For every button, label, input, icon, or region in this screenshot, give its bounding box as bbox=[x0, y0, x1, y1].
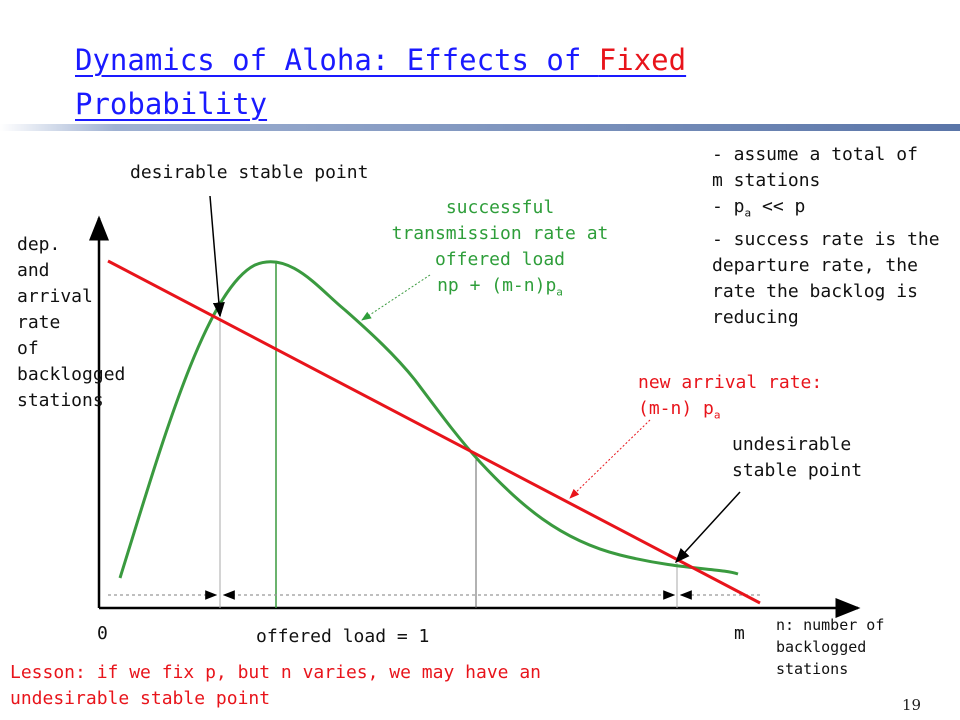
x-axis-label: n: number of backlogged stations bbox=[776, 616, 885, 678]
undesirable-point-arrow bbox=[674, 491, 741, 564]
y-axis-label: dep. and arrival rate of backlogged stat… bbox=[17, 234, 126, 411]
success-rate-label: successful transmission rate at offered … bbox=[391, 197, 609, 299]
m-label: m bbox=[734, 623, 745, 644]
arrival-label-arrow bbox=[569, 419, 651, 499]
offered-load-label: offered load = 1 bbox=[256, 626, 430, 647]
desirable-point-label: desirable stable point bbox=[130, 162, 369, 183]
arrival-rate-line bbox=[107, 259, 761, 605]
assumptions-text: - assume a total of m stations - pa << p… bbox=[712, 144, 940, 328]
slide-title: Dynamics of Aloha: Effects of Fixed Proba… bbox=[75, 43, 687, 121]
undesirable-point-label: undesirable stable point bbox=[732, 434, 863, 481]
success-label-arrow bbox=[361, 274, 431, 321]
new-arrival-rate-label: new arrival rate: (m-n) pa bbox=[638, 372, 823, 422]
lesson-text: Lesson: if we fix p, but n varies, we ma… bbox=[10, 662, 542, 709]
desirable-point-arrow bbox=[209, 195, 225, 318]
origin-label: 0 bbox=[97, 623, 108, 644]
page-number: 19 bbox=[902, 696, 922, 714]
